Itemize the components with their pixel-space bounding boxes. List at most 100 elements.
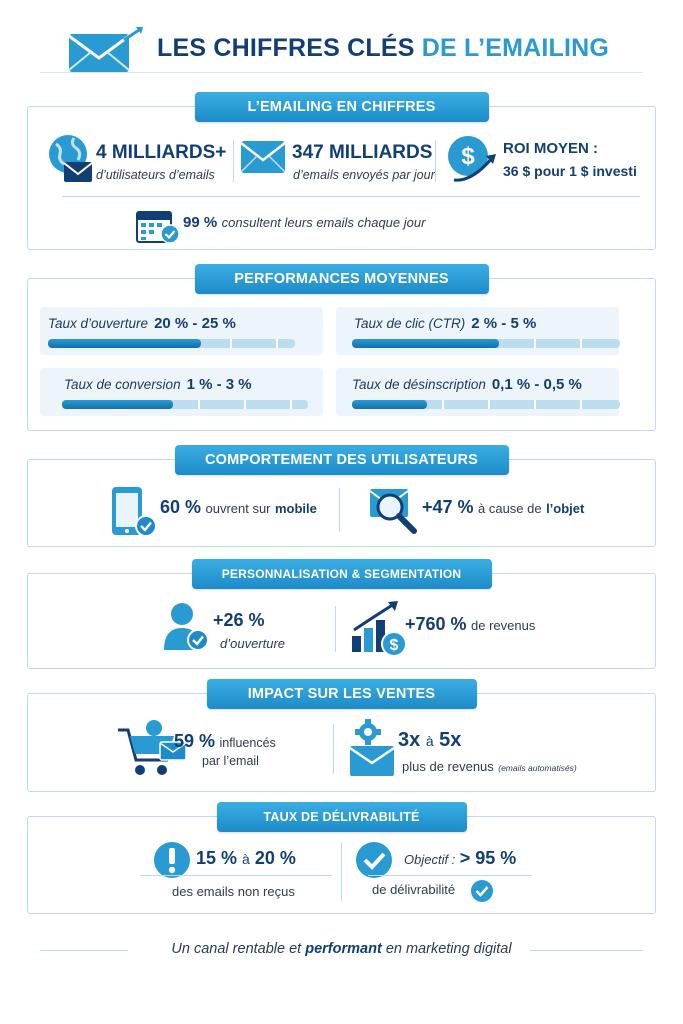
metric-value: 2 % - 5 % xyxy=(471,315,537,332)
divider xyxy=(140,875,332,876)
missed-value-mid: à xyxy=(242,851,250,867)
revenue-value: +760 % xyxy=(405,614,467,634)
section-emailing-title: L’EMAILING EN CHIFFRES xyxy=(194,92,489,122)
metric-value: 0,1 % - 0,5 % xyxy=(491,376,582,393)
mobile-stat: 60 % ouvrent sur mobile xyxy=(160,497,317,518)
metric-bar xyxy=(352,400,620,409)
metric-bar xyxy=(352,339,620,348)
section-sales-title: IMPACT SUR LES VENTES xyxy=(206,679,477,709)
dollar-growth-icon: $ xyxy=(446,134,498,186)
section-performance-title: PERFORMANCES MOYENNES xyxy=(194,264,489,294)
svg-text:$: $ xyxy=(390,637,399,654)
footer-rule-right xyxy=(530,950,643,951)
auto-label: plus de revenus xyxy=(402,759,494,774)
mobile-label-bold: mobile xyxy=(274,501,317,516)
metric-card-ctr: Taux de clic (CTR) 2 % - 5 % xyxy=(336,307,620,355)
check-badge-icon xyxy=(470,879,494,903)
roi-value: 36 $ pour 1 $ investi xyxy=(503,163,637,179)
users-value: 4 MILLIARDS+ xyxy=(96,142,227,163)
influence-label-2: par l’email xyxy=(202,754,259,768)
auto-value: 3x à 5x xyxy=(398,729,461,752)
footer-rule-left xyxy=(40,950,128,951)
metric-bar xyxy=(62,400,308,409)
divider xyxy=(339,488,340,532)
divider xyxy=(368,875,532,876)
missed-value: 15 % à 20 % xyxy=(196,848,296,869)
exclamation-icon xyxy=(152,840,192,880)
metric-value: 20 % - 25 % xyxy=(154,315,236,332)
metric-name: Taux de clic (CTR) xyxy=(354,316,466,331)
divider xyxy=(62,196,640,197)
target-stat: Objectif : > 95 % xyxy=(404,848,516,869)
metric-bar-fill xyxy=(352,339,500,348)
metric-bar-fill xyxy=(48,339,202,348)
metric-label: Taux d’ouverture 20 % - 25 % xyxy=(48,315,236,332)
growth-chart-dollar-icon: $ xyxy=(350,600,410,658)
footer-text-a: Un canal rentable et xyxy=(171,941,302,957)
globe-envelope-icon xyxy=(46,134,94,184)
metric-name: Taux d’ouverture xyxy=(48,316,149,331)
divider xyxy=(233,140,234,182)
target-value: > 95 % xyxy=(459,848,517,868)
user-check-icon xyxy=(162,600,212,654)
revenue-label: de revenus xyxy=(471,618,536,633)
metric-card-unsubscribe: Taux de désinscription 0,1 % - 0,5 % xyxy=(336,368,620,416)
daily-stat: 99 % consultent leurs emails chaque jour xyxy=(183,214,425,232)
subject-stat: +47 % à cause de l’objet xyxy=(422,497,584,518)
auto-value-mid: à xyxy=(425,733,434,749)
smartphone-check-icon xyxy=(110,486,158,540)
daily-label: consultent leurs emails chaque jour xyxy=(221,215,426,230)
footer-text-b: performant xyxy=(305,941,382,957)
metric-label: Taux de désinscription 0,1 % - 0,5 % xyxy=(352,376,582,393)
influence-value: 59 % xyxy=(174,731,216,751)
shopping-cart-email-icon xyxy=(116,720,188,778)
page-header: LES CHIFFRES CLÉS DE L’EMAILING xyxy=(0,22,683,78)
influence-stat: 59 % influencés xyxy=(174,731,276,752)
mobile-label: ouvrent sur xyxy=(205,501,271,516)
missed-label: des emails non reçus xyxy=(172,884,295,899)
subject-label: à cause de xyxy=(478,501,542,516)
open-label: d’ouverture xyxy=(220,636,286,651)
magnifier-email-icon xyxy=(368,485,420,535)
auto-value-b: 5x xyxy=(439,729,462,751)
page-title: LES CHIFFRES CLÉS DE L’EMAILING xyxy=(157,34,609,63)
title-part-1: LES CHIFFRES CLÉS xyxy=(157,34,415,62)
envelope-arrow-icon xyxy=(66,26,144,74)
divider xyxy=(435,140,436,182)
divider xyxy=(341,843,342,901)
influence-label: influencés xyxy=(219,736,276,750)
section-deliverability-title: TAUX DE DÉLIVRABILITÉ xyxy=(216,802,467,832)
title-divider xyxy=(40,72,643,73)
revenue-stat: +760 % de revenus xyxy=(405,614,535,635)
envelope-icon xyxy=(240,140,286,174)
missed-value-a: 15 % xyxy=(196,848,238,868)
divider xyxy=(333,724,334,774)
metric-card-open: Taux d’ouverture 20 % - 25 % xyxy=(40,307,323,355)
mobile-value: 60 % xyxy=(160,497,202,517)
divider xyxy=(335,606,336,652)
metric-bar-fill xyxy=(62,400,173,409)
target-sub: de délivrabilité xyxy=(372,882,456,897)
auto-value-a: 3x xyxy=(398,729,421,751)
metric-value: 1 % - 3 % xyxy=(186,376,252,393)
metric-label: Taux de conversion 1 % - 3 % xyxy=(64,376,252,393)
auto-note: (emails automatisés) xyxy=(498,763,577,773)
section-personalisation-title: PERSONNALISATION & SEGMENTATION xyxy=(191,559,492,589)
section-emailing xyxy=(27,106,656,250)
missed-value-b: 20 % xyxy=(254,848,296,868)
metric-name: Taux de désinscription xyxy=(352,377,486,392)
roi-title: ROI MOYEN : xyxy=(503,140,599,157)
metric-bar xyxy=(48,339,295,348)
open-value: +26 % xyxy=(213,610,265,630)
subject-label-bold: l’objet xyxy=(546,501,585,516)
metric-label: Taux de clic (CTR) 2 % - 5 % xyxy=(354,315,536,332)
section-behavior-title: COMPORTEMENT DES UTILISATEURS xyxy=(174,445,509,475)
daily-value: 99 % xyxy=(183,214,218,231)
metric-bar-fill xyxy=(352,400,428,409)
svg-text:$: $ xyxy=(461,143,475,170)
sent-label: d’emails envoyés par jour xyxy=(293,168,435,182)
target-sub-row: de délivrabilité xyxy=(372,881,455,899)
metric-card-conversion: Taux de conversion 1 % - 3 % xyxy=(40,368,323,416)
footer-tagline: Un canal rentable et performant en marke… xyxy=(0,941,683,957)
check-circle-icon xyxy=(354,840,394,880)
